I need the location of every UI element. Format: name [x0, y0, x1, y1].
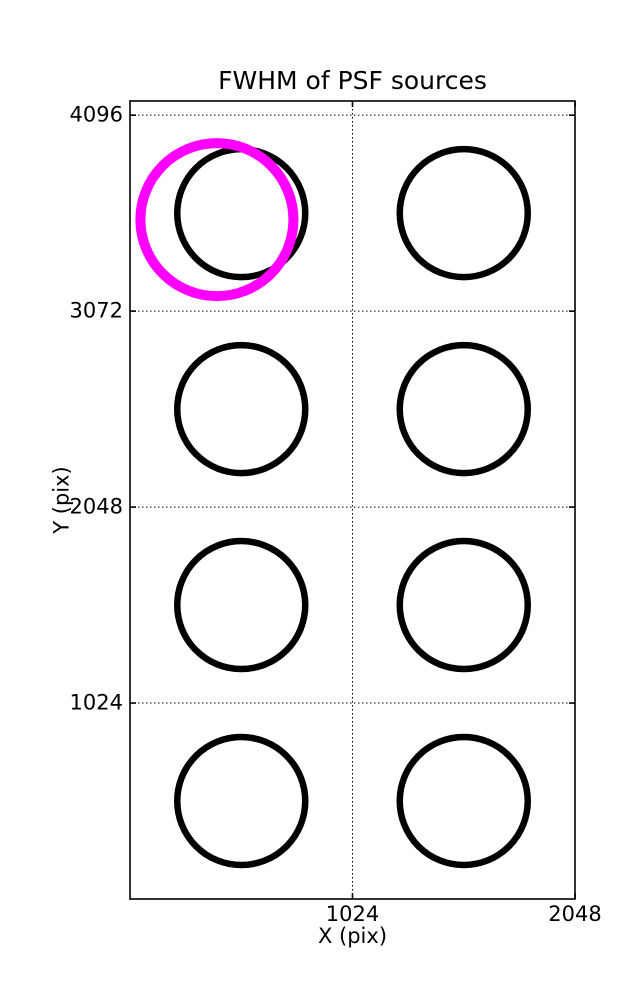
- x-axis-label: X (pix): [317, 924, 388, 948]
- psf-sources-marker: [396, 341, 531, 477]
- psf-sources-marker: [396, 537, 531, 673]
- psf-sources-marker: [396, 733, 531, 869]
- x-tick-label: 2048: [548, 902, 602, 926]
- psf-sources-marker: [396, 145, 531, 281]
- highlighted-source-marker: [135, 138, 299, 302]
- psf-sources-marker: [174, 537, 309, 673]
- y-tick-label: 1024: [69, 690, 123, 715]
- psf-sources-marker: [174, 733, 309, 869]
- axes-frame: [129, 100, 576, 900]
- y-tick-label: 2048: [69, 494, 123, 519]
- y-tick-label: 4096: [69, 102, 123, 127]
- chart-title: FWHM of PSF sources: [218, 66, 487, 95]
- psf-sources-marker: [174, 341, 309, 477]
- y-tick-label: 3072: [69, 298, 123, 323]
- x-tick-label: 1024: [325, 902, 380, 926]
